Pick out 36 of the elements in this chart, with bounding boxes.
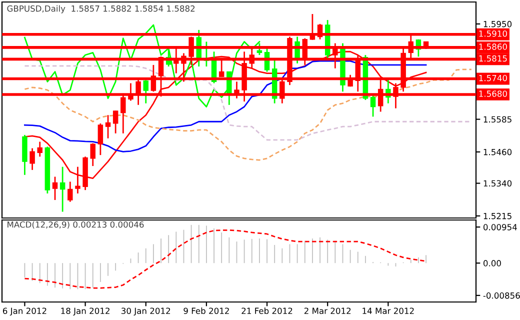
line-series xyxy=(24,60,427,152)
x-tick-label: 14 Mar 2012 xyxy=(362,308,414,314)
candlestick xyxy=(30,148,35,171)
candlestick xyxy=(90,142,96,167)
ref-line-label: 1.5815 xyxy=(479,55,507,62)
y-tick-label: 0.00954 xyxy=(483,224,517,230)
x-tick-label: 9 Feb 2012 xyxy=(184,308,229,314)
chart-title: MACD(12,26,9) 0.00213 0.00046 xyxy=(8,221,144,229)
x-tick-label: 30 Jan 2012 xyxy=(122,308,170,316)
y-tick-label: 1.5460 xyxy=(484,148,512,156)
line-series xyxy=(24,68,472,161)
candlestick xyxy=(112,110,118,134)
ref-line-label: 1.5910 xyxy=(479,30,507,37)
candlestick xyxy=(60,166,66,212)
x-tick-label: 6 Jan 2012 xyxy=(2,308,46,316)
y-tick-label: 1.5585 xyxy=(484,116,512,123)
y-tick-label: -0.00856 xyxy=(483,292,520,299)
chart-title: GBPUSD,Daily 1.5857 1.5882 1.5854 1.5882 xyxy=(7,5,195,14)
candlestick xyxy=(68,181,73,202)
y-tick-label: 1.5215 xyxy=(484,212,512,220)
ref-line-label: 1.5680 xyxy=(479,90,507,97)
candlestick xyxy=(143,79,148,104)
y-tick-label: 0.00 xyxy=(483,260,501,266)
x-tick-label: 2 Mar 2012 xyxy=(304,308,351,314)
candlestick xyxy=(370,94,376,118)
y-tick-label: 1.5340 xyxy=(484,180,512,187)
candlestick xyxy=(37,141,42,158)
ref-line-label: 1.5740 xyxy=(479,74,507,82)
line-series xyxy=(24,230,427,289)
candlestick xyxy=(98,122,104,156)
x-tick-label: 18 Jan 2012 xyxy=(61,308,110,316)
candlestick xyxy=(52,176,58,201)
ref-line-label: 1.5860 xyxy=(479,44,507,50)
y-tick-label: 1.5950 xyxy=(484,20,512,28)
candlestick xyxy=(105,114,111,140)
x-tick-label: 21 Feb 2012 xyxy=(242,308,292,314)
